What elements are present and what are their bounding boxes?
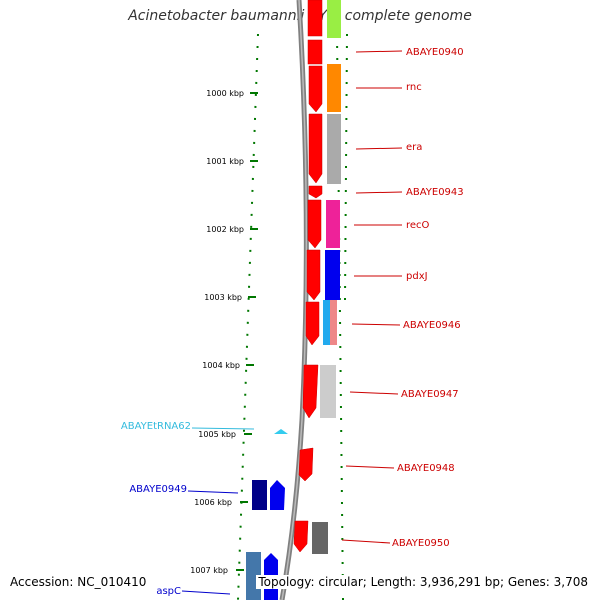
cds-ABAYE0948 (298, 447, 314, 482)
label-leaders-right (341, 50, 403, 544)
cds-pdxJ (306, 249, 321, 301)
gene-label: ABAYE0943 (406, 187, 464, 198)
cog-box (330, 300, 337, 345)
cds-recO (307, 199, 322, 249)
gene-label: ABAYEtRNA62 (121, 421, 191, 432)
cds-rnc (308, 65, 323, 113)
tick-label: 1003 kbp (204, 293, 242, 302)
tick-label: 1007 kbp (190, 566, 228, 575)
gene-label: aspC (156, 586, 181, 597)
gene-labels-left: ABAYEtRNA62 ABAYE0949 aspC (121, 421, 191, 597)
cog-box (323, 300, 330, 345)
cog-track (312, 0, 341, 554)
gene-label: ABAYE0940 (406, 47, 464, 58)
accession-label: Accession: NC_010410 (8, 575, 149, 589)
tick-label: 1001 kbp (206, 157, 244, 166)
gene-label: ABAYE0950 (392, 538, 450, 549)
tick-label: 1006 kbp (194, 498, 232, 507)
cds-ABAYE0950 (293, 520, 309, 553)
cog-box (320, 365, 336, 418)
scale-tick-labels: 1000 kbp 1001 kbp 1002 kbp 1003 kbp 1004… (190, 89, 244, 575)
cds-ABAYE0940b (307, 39, 323, 65)
cog-box (327, 64, 341, 112)
cds-ABAYE0949 (270, 480, 285, 510)
cds-era (308, 113, 323, 184)
cds-ABAYE0943 (308, 185, 323, 199)
gc-dotted-track (237, 33, 348, 600)
tick-label: 1000 kbp (206, 89, 244, 98)
gene-label: recO (406, 220, 430, 231)
cog-box (326, 200, 340, 248)
cds-forward-track (293, 0, 323, 553)
scale-ticks (236, 92, 258, 571)
cds-ABAYE0940 (307, 0, 323, 37)
cds-ABAYE0946 (305, 301, 320, 346)
cds-ABAYE0947 (302, 364, 319, 419)
gene-label: pdxJ (406, 271, 428, 282)
cog-box (252, 480, 267, 510)
cog-box (325, 250, 340, 300)
gene-label: ABAYE0947 (401, 389, 459, 400)
genome-summary-label: Topology: circular; Length: 3,936,291 bp… (256, 575, 590, 589)
gene-label: era (406, 142, 422, 153)
tick-label: 1004 kbp (202, 361, 240, 370)
label-leaders-left (181, 427, 255, 595)
gene-label: ABAYE0946 (403, 320, 461, 331)
cog-box (327, 0, 341, 38)
tick-label: 1005 kbp (198, 430, 236, 439)
gene-label: rnc (406, 82, 422, 93)
tick-label: 1002 kbp (206, 225, 244, 234)
gene-label: ABAYE0949 (129, 484, 187, 495)
gene-labels-right: ABAYE0940 rnc era ABAYE0943 recO pdxJ AB… (392, 47, 464, 549)
cog-box (327, 114, 341, 184)
cog-box (312, 522, 328, 554)
gene-label: ABAYE0948 (397, 463, 455, 474)
trna-ABAYEtRNA62 (274, 429, 288, 434)
